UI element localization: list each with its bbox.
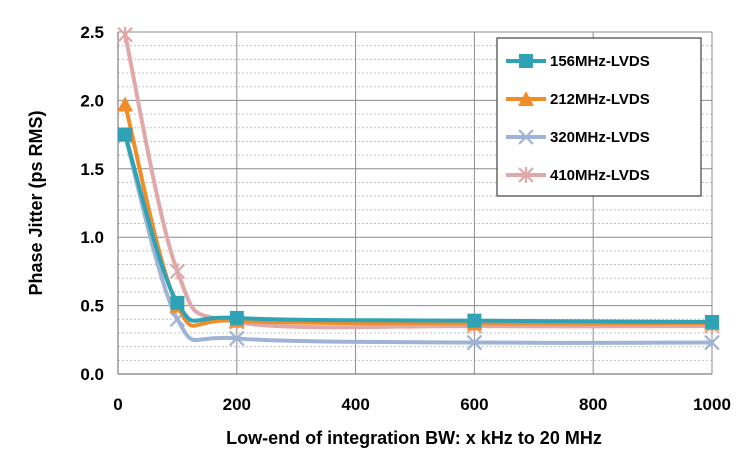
x-tick-label: 0 (113, 395, 122, 414)
axes (117, 32, 712, 375)
y-tick-label: 1.0 (80, 228, 104, 247)
data-point (229, 310, 244, 325)
y-tick-label: 0.0 (80, 365, 104, 384)
series-line (123, 32, 714, 330)
y-tick-label: 0.5 (80, 297, 104, 316)
data-point (117, 96, 134, 112)
legend-label: 156MHz-LVDS (550, 53, 650, 70)
data-point (229, 330, 245, 347)
legend-label: 410MHz-LVDS (550, 167, 650, 184)
legend-item: 320MHz-LVDS (506, 129, 650, 146)
y-tick-label: 1.5 (80, 160, 104, 179)
series-line (123, 132, 714, 325)
data-point (467, 313, 482, 328)
y-tick-label: 2.0 (80, 91, 104, 110)
x-tick-label: 1000 (693, 395, 731, 414)
data-point (117, 26, 133, 43)
legend-item: 212MHz-LVDS (506, 91, 650, 108)
x-tick-label: 200 (223, 395, 251, 414)
legend-label: 320MHz-LVDS (550, 129, 650, 146)
legend-marker (518, 91, 534, 106)
legend-item: 156MHz-LVDS (506, 53, 650, 70)
legend-marker (518, 167, 534, 183)
legend-marker (519, 54, 533, 68)
x-tick-label: 400 (341, 395, 369, 414)
x-tick-label: 800 (579, 395, 607, 414)
y-tick-label: 2.5 (80, 23, 104, 42)
series-line (123, 133, 714, 345)
data-point (705, 315, 719, 330)
data-point (704, 334, 720, 351)
x-tick-label: 600 (460, 395, 488, 414)
data-point (466, 334, 483, 351)
series-line (123, 102, 714, 328)
data-point (170, 295, 185, 310)
y-axis-title: Phase Jitter (ps RMS) (26, 110, 46, 295)
x-axis-title: Low-end of integration BW: x kHz to 20 M… (226, 428, 602, 448)
series-156MHz-LVDS (118, 127, 719, 330)
legend-label: 212MHz-LVDS (550, 91, 650, 108)
data-point (169, 263, 186, 280)
data-point (118, 127, 133, 142)
legend: 156MHz-LVDS 212MHz-LVDS 320MHz-LVDS 410MHz-… (496, 37, 702, 197)
legend-marker (518, 129, 534, 145)
tick-labels: 0.0 0.5 1.0 1.5 2.0 2.5 0 200 400 600 800 1000 (80, 23, 731, 414)
legend-item: 410MHz-LVDS (506, 167, 650, 184)
series-layer (117, 26, 720, 351)
